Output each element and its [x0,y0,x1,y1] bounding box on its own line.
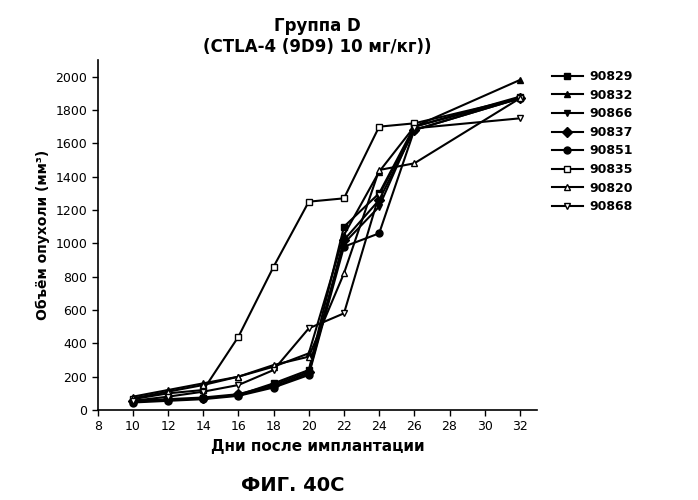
90829 [164,397,172,403]
90866 [410,124,419,130]
Title: Группа D
(CTLA-4 (9D9) 10 мг/кг)): Группа D (CTLA-4 (9D9) 10 мг/кг)) [203,17,432,56]
90835 [410,120,419,126]
90851 [304,372,313,378]
Line: 90820: 90820 [129,95,524,402]
X-axis label: Дни после имплантации: Дни после имплантации [211,439,424,454]
90866 [164,397,172,403]
90837 [410,127,419,133]
90868 [235,382,243,388]
90837 [375,197,383,203]
90820 [375,167,383,173]
90820 [269,362,278,368]
Line: 90868: 90868 [129,115,524,405]
90829 [304,367,313,373]
90868 [164,394,172,400]
90837 [304,368,313,374]
90829 [235,392,243,398]
Line: 90866: 90866 [129,95,524,405]
90835 [199,387,207,393]
90832 [516,77,524,83]
Line: 90837: 90837 [129,95,524,404]
90837 [340,237,348,243]
90835 [516,96,524,102]
90866 [375,204,383,210]
90866 [340,240,348,246]
90835 [375,124,383,130]
Line: 90832: 90832 [129,76,524,400]
Y-axis label: Объём опухоли (мм³): Объём опухоли (мм³) [36,150,50,320]
90851 [164,398,172,404]
90868 [410,126,419,132]
90868 [304,326,313,332]
90835 [164,390,172,396]
90851 [340,244,348,250]
90832 [128,394,137,400]
90866 [516,96,524,102]
90866 [269,384,278,390]
90829 [410,124,419,130]
Line: 90829: 90829 [129,93,524,405]
90835 [128,396,137,402]
90868 [199,388,207,394]
90832 [375,168,383,174]
90829 [340,224,348,230]
Legend: 90829, 90832, 90866, 90837, 90851, 90835, 90820, 90868: 90829, 90832, 90866, 90837, 90851, 90835… [548,66,637,217]
90851 [410,127,419,133]
90820 [340,270,348,276]
90868 [340,310,348,316]
Line: 90851: 90851 [129,95,524,406]
90866 [199,396,207,402]
90820 [128,396,137,402]
90820 [235,374,243,380]
90866 [304,370,313,376]
90868 [128,398,137,404]
90835 [235,334,243,340]
90851 [235,393,243,399]
90832 [235,374,243,380]
90837 [269,382,278,388]
90851 [269,384,278,390]
Text: ФИГ. 40C: ФИГ. 40C [242,476,345,495]
90868 [516,116,524,121]
90837 [516,96,524,102]
90837 [199,394,207,400]
90835 [304,198,313,204]
90820 [164,388,172,394]
90820 [516,96,524,102]
90832 [410,124,419,130]
90820 [410,160,419,166]
90837 [235,391,243,397]
90851 [199,396,207,402]
90829 [269,380,278,386]
90829 [128,398,137,404]
90832 [199,380,207,386]
90832 [164,387,172,393]
90832 [304,350,313,356]
90832 [340,232,348,238]
Line: 90835: 90835 [129,95,524,402]
90866 [128,398,137,404]
90866 [235,392,243,398]
90851 [128,400,137,406]
90837 [164,396,172,402]
90829 [516,94,524,100]
90835 [269,264,278,270]
90851 [375,230,383,236]
90820 [304,354,313,360]
90835 [340,196,348,202]
90868 [375,192,383,198]
90868 [269,367,278,373]
90837 [128,398,137,404]
90829 [375,190,383,196]
90832 [269,364,278,370]
90829 [199,396,207,402]
90820 [199,382,207,388]
90851 [516,96,524,102]
